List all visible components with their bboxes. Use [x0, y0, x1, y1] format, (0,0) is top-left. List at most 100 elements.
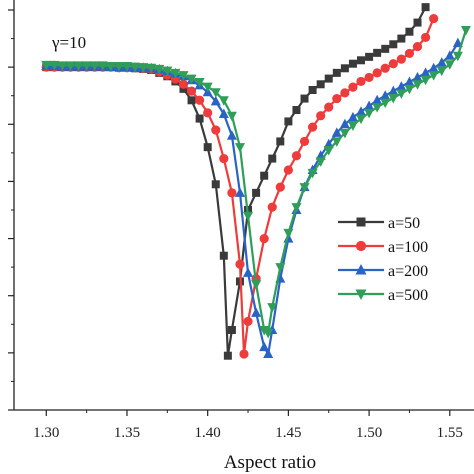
data-point	[396, 54, 406, 64]
data-point	[404, 48, 415, 59]
data-point	[331, 137, 342, 147]
data-point	[234, 187, 245, 197]
data-point	[355, 240, 367, 252]
data-point	[97, 61, 108, 71]
data-point	[195, 114, 204, 123]
data-point	[332, 68, 341, 77]
data-point	[340, 88, 350, 98]
x-tick-label: 1.45	[275, 425, 301, 441]
data-point	[276, 137, 285, 146]
data-point	[178, 71, 189, 81]
data-point	[372, 103, 383, 113]
data-point	[218, 96, 229, 106]
series-line	[46, 42, 459, 356]
x-tick-label: 1.50	[356, 425, 382, 441]
data-point	[339, 128, 350, 139]
data-point	[195, 95, 205, 105]
data-point	[429, 13, 439, 24]
data-point	[404, 76, 415, 86]
data-point	[41, 60, 52, 71]
data-point	[460, 26, 471, 36]
data-point	[300, 94, 309, 103]
data-point	[267, 303, 278, 313]
gamma-annotation: γ=10	[51, 33, 86, 52]
series-a=200	[41, 37, 463, 358]
data-point	[324, 74, 333, 83]
data-point	[219, 251, 228, 260]
data-point	[243, 211, 254, 222]
data-point	[307, 168, 318, 179]
data-point	[227, 188, 237, 198]
data-point	[373, 48, 382, 57]
data-point	[251, 280, 262, 290]
data-point	[436, 66, 447, 77]
data-point	[57, 61, 68, 71]
data-point	[121, 62, 132, 72]
data-point	[113, 62, 124, 72]
series-a=500	[41, 26, 471, 339]
legend-label: a=50	[388, 215, 420, 232]
data-point	[331, 127, 342, 137]
data-point	[356, 106, 367, 116]
data-point	[218, 108, 229, 118]
data-point	[389, 40, 398, 49]
data-point	[138, 63, 149, 73]
x-tick-label: 1.55	[437, 425, 463, 441]
data-point	[49, 60, 60, 71]
data-point	[243, 316, 253, 327]
data-point	[412, 80, 423, 90]
data-point	[315, 157, 326, 167]
series-layer	[41, 3, 471, 360]
data-point	[308, 86, 317, 94]
data-point	[348, 59, 357, 68]
data-point	[81, 61, 92, 71]
data-point	[203, 143, 212, 152]
data-point	[268, 154, 277, 163]
data-point	[130, 62, 141, 73]
data-point	[436, 57, 447, 67]
data-point	[234, 143, 245, 153]
legend-item: a=100	[338, 239, 428, 256]
data-point	[420, 67, 431, 77]
data-point	[275, 182, 285, 192]
x-tick-label: 1.35	[114, 425, 140, 441]
data-point	[259, 326, 270, 336]
data-point	[380, 90, 391, 100]
axes: 1.30 1.35 1.40 1.45 1.50 1.55	[8, 0, 474, 441]
data-point	[404, 84, 415, 95]
data-point	[324, 102, 334, 112]
data-point	[170, 68, 181, 79]
data-point	[420, 32, 431, 43]
data-point	[339, 118, 350, 129]
data-point	[396, 81, 407, 91]
data-point	[243, 267, 254, 277]
data-point	[420, 75, 431, 86]
data-point	[292, 106, 301, 114]
legend: a=50 a=100 a=200 a=500	[338, 215, 428, 304]
data-point	[226, 130, 237, 140]
data-point	[421, 3, 430, 12]
data-point	[299, 183, 310, 193]
data-point	[226, 111, 237, 122]
data-point	[239, 349, 249, 359]
data-point	[235, 259, 245, 269]
data-point	[186, 74, 197, 85]
legend-item: a=50	[338, 215, 420, 232]
data-point	[299, 136, 310, 147]
x-tick-label: 1.40	[195, 425, 221, 441]
data-point	[397, 34, 406, 43]
data-point	[428, 71, 439, 81]
data-point	[380, 63, 390, 73]
data-point	[259, 341, 270, 352]
data-point	[348, 82, 358, 92]
data-point	[146, 63, 157, 74]
data-point	[202, 82, 213, 93]
data-point	[413, 18, 422, 27]
data-point	[210, 88, 221, 98]
data-point	[347, 111, 358, 122]
data-point	[356, 217, 366, 227]
data-point	[316, 80, 325, 89]
data-point	[364, 100, 375, 110]
data-point	[105, 62, 116, 72]
